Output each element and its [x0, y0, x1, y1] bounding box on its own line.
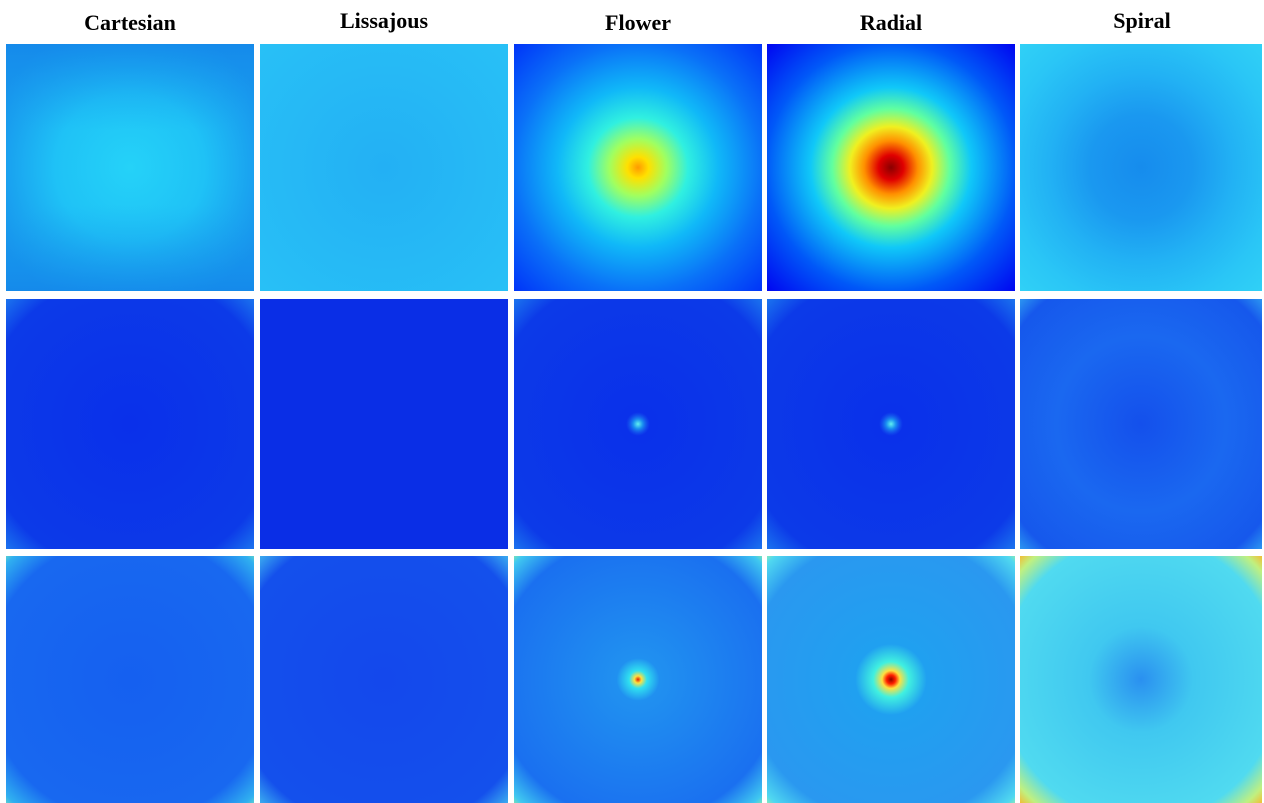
heatmap-spot — [879, 412, 903, 436]
heatmap — [767, 556, 1015, 803]
column-title: Spiral — [1113, 8, 1170, 33]
heatmap — [1020, 44, 1262, 291]
column-titles: Cartesian Lissajous Flower Radial Spiral — [84, 8, 1171, 35]
heatmap — [6, 556, 254, 803]
heatmap — [514, 44, 762, 291]
page: Cartesian Lissajous Flower Radial Spiral… — [0, 0, 1264, 803]
heatmap — [1020, 299, 1262, 549]
heatmap — [767, 44, 1015, 291]
column-title: Flower — [605, 10, 671, 35]
heatmap — [1020, 556, 1262, 803]
row-3 — [6, 556, 1262, 803]
figure: Cartesian Lissajous Flower Radial Spiral — [0, 0, 1264, 803]
row-1 — [6, 44, 1262, 291]
column-title: Lissajous — [340, 8, 428, 33]
heatmap — [260, 556, 508, 803]
heatmap — [260, 44, 508, 291]
column-title: Radial — [860, 10, 922, 35]
heatmap-shade — [6, 44, 254, 291]
column-title: Cartesian — [84, 10, 176, 35]
heatmap — [6, 299, 254, 549]
row-2 — [6, 299, 1262, 549]
heatmap — [514, 556, 762, 803]
heatmap-spot — [626, 412, 650, 436]
heatmap — [260, 299, 508, 549]
